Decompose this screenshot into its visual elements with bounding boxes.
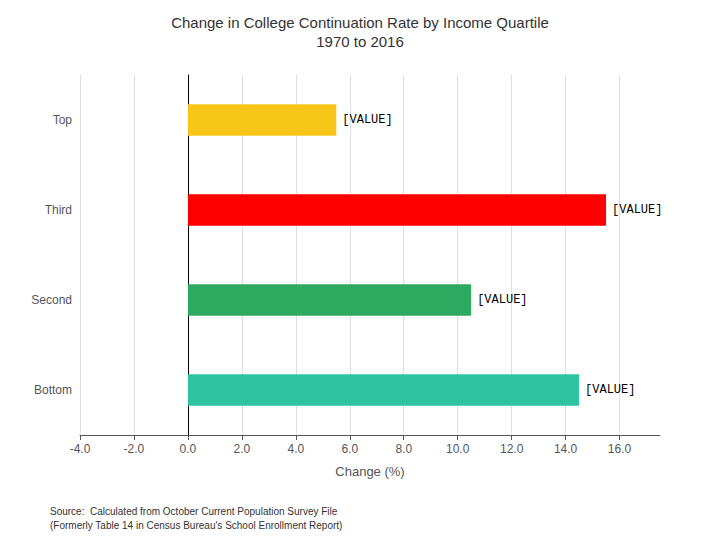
svg-text:2.0: 2.0 — [234, 442, 251, 456]
svg-text:(Formerly Table 14 in Census B: (Formerly Table 14 in Census Bureau's Sc… — [50, 520, 342, 531]
svg-text:Change (%): Change (%) — [335, 464, 404, 479]
svg-text:8.0: 8.0 — [395, 442, 412, 456]
svg-text:0.0: 0.0 — [180, 442, 197, 456]
svg-text:4.0: 4.0 — [287, 442, 304, 456]
svg-text:Top: Top — [53, 113, 73, 127]
svg-text:12.0: 12.0 — [500, 442, 524, 456]
svg-text:[VALUE]: [VALUE] — [612, 203, 662, 217]
svg-text:[VALUE]: [VALUE] — [342, 113, 392, 127]
svg-text:-4.0: -4.0 — [70, 442, 91, 456]
svg-text:Second: Second — [31, 293, 72, 307]
svg-text:Source: Calculated from Octob: Source: Calculated from October Current … — [50, 506, 338, 517]
svg-text:Third: Third — [45, 203, 72, 217]
svg-text:16.0: 16.0 — [608, 442, 632, 456]
svg-text:10.0: 10.0 — [446, 442, 470, 456]
svg-text:Change in College Continuation: Change in College Continuation Rate by I… — [171, 14, 549, 31]
svg-text:6.0: 6.0 — [341, 442, 358, 456]
svg-text:1970 to 2016: 1970 to 2016 — [316, 33, 404, 50]
svg-text:[VALUE]: [VALUE] — [477, 293, 527, 307]
svg-text:Bottom: Bottom — [34, 383, 72, 397]
svg-text:-2.0: -2.0 — [124, 442, 145, 456]
svg-text:[VALUE]: [VALUE] — [585, 383, 635, 397]
svg-text:14.0: 14.0 — [554, 442, 578, 456]
